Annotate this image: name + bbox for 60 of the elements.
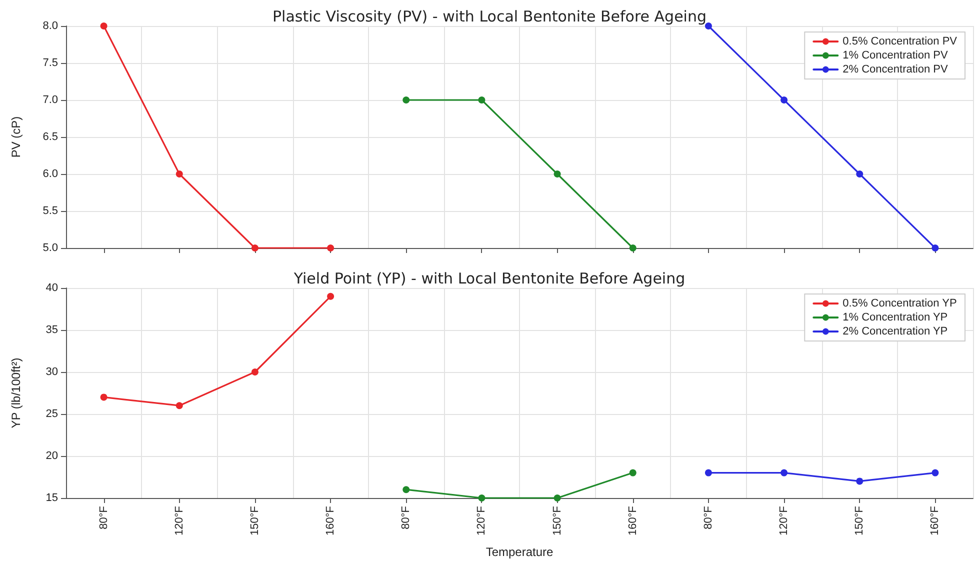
point — [251, 368, 258, 376]
x-axis-title: Temperature — [486, 545, 554, 559]
point — [932, 244, 939, 252]
y-tick-label: 30 — [46, 366, 58, 378]
point — [554, 170, 561, 178]
point — [856, 170, 864, 178]
y-tick-label: 8.0 — [42, 20, 58, 32]
point — [478, 494, 486, 502]
point — [704, 469, 712, 476]
x-tick-label: 80°F — [400, 506, 412, 530]
y-tick-label: 25 — [46, 408, 58, 420]
y-tick-label: 40 — [46, 282, 58, 294]
point — [629, 244, 636, 252]
x-tick-label: 160°F — [324, 506, 337, 536]
y-tick-label: 20 — [46, 450, 58, 462]
y-tick-label: 5.0 — [42, 242, 58, 254]
chart-title: Plastic Viscosity (PV) - with Local Bentonite Before Ageing — [272, 8, 706, 26]
x-tick-label: 150°F — [854, 506, 866, 536]
legend-label: 1% Concentration PV — [842, 50, 948, 62]
y-tick-label: 35 — [46, 324, 58, 336]
point — [402, 486, 410, 494]
y-tick-label: 6.0 — [42, 168, 58, 180]
y-tick-label: 5.5 — [42, 205, 58, 217]
point — [856, 478, 864, 485]
point — [176, 402, 183, 410]
point — [704, 22, 712, 30]
y-tick-label: 7.0 — [42, 94, 58, 106]
x-tick-label: 120°F — [778, 506, 790, 536]
legend-label: 2% Concentration YP — [842, 326, 948, 338]
point — [932, 469, 939, 476]
point — [780, 96, 788, 104]
x-tick-label: 160°F — [929, 506, 942, 536]
x-tick-label: 80°F — [702, 506, 714, 530]
y-tick-label: 7.5 — [42, 57, 58, 69]
point — [478, 96, 486, 104]
chart-title: Yield Point (YP) - with Local Bentonite Before Ageing — [292, 270, 686, 288]
y-axis-title: YP (lb/100ft²) — [9, 358, 23, 428]
point — [176, 170, 183, 178]
x-tick-label: 150°F — [248, 506, 261, 536]
point — [780, 469, 788, 476]
x-tick-label: 120°F — [476, 506, 488, 536]
y-tick-label: 15 — [46, 492, 58, 504]
point — [554, 494, 561, 502]
x-tick-label: 160°F — [626, 506, 639, 536]
x-tick-label: 80°F — [98, 506, 110, 530]
point — [327, 292, 334, 300]
point — [100, 22, 108, 30]
legend-label: 0.5% Concentration YP — [842, 298, 957, 310]
legend-label: 0.5% Concentration PV — [842, 36, 958, 48]
y-axis-title: PV (cP) — [9, 116, 23, 158]
point — [327, 244, 334, 252]
point — [251, 244, 258, 252]
x-tick-label: 120°F — [173, 506, 186, 536]
legend-label: 1% Concentration YP — [842, 312, 948, 324]
point — [100, 394, 108, 401]
legend-label: 2% Concentration PV — [842, 64, 948, 76]
point — [629, 469, 636, 476]
x-tick-label: 150°F — [551, 506, 564, 536]
point — [402, 96, 410, 104]
y-tick-label: 6.5 — [42, 131, 58, 143]
